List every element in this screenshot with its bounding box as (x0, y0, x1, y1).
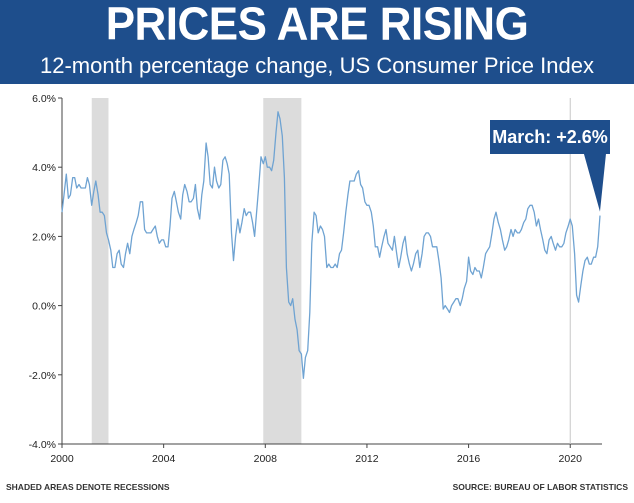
x-tick-label: 2016 (457, 453, 481, 465)
chart-area: -4.0%-2.0%0.0%2.0%4.0%6.0% 2000 2004 2008 2… (29, 93, 610, 465)
callout-box (490, 120, 610, 212)
series-line-cpi (61, 111, 601, 379)
annotation-callout: March: +2.6% (490, 120, 610, 212)
y-tick-label: -2.0% (29, 370, 56, 382)
x-tick-label: 2020 (559, 453, 583, 465)
footer-recession-note: SHADED AREAS DENOTE RECESSIONS (6, 482, 170, 492)
x-tick-label: 2000 (50, 453, 74, 465)
y-tick-label: 0.0% (32, 301, 56, 313)
x-tick-label: 2008 (254, 453, 278, 465)
recession-band-2 (263, 98, 302, 444)
chart-subtitle: 12-month percentage change, US Consumer … (40, 53, 594, 78)
y-tick-label: 4.0% (32, 162, 56, 174)
y-tick-label: 6.0% (32, 93, 56, 105)
series-group (61, 111, 601, 379)
x-axis-ticks: 2000 2004 2008 2012 2016 2020 (50, 444, 582, 465)
y-tick-label: 2.0% (32, 231, 56, 243)
callout-label: March: +2.6% (492, 127, 608, 147)
header-banner: PRICES ARE RISING 12-month percentage ch… (0, 0, 634, 84)
axes (61, 98, 602, 445)
x-tick-label: 2012 (355, 453, 379, 465)
y-axis-ticks: -4.0% -2.0% 0.0% 2.0% 4.0% 6.0% (29, 93, 62, 451)
recession-band-1 (91, 98, 109, 444)
y-tick-label: -4.0% (29, 439, 56, 451)
footer-source: SOURCE: BUREAU OF LABOR STATISTICS (452, 482, 628, 492)
chart-title: PRICES ARE RISING (105, 0, 529, 51)
x-tick-label: 2004 (152, 453, 176, 465)
recession-bands (91, 98, 302, 444)
